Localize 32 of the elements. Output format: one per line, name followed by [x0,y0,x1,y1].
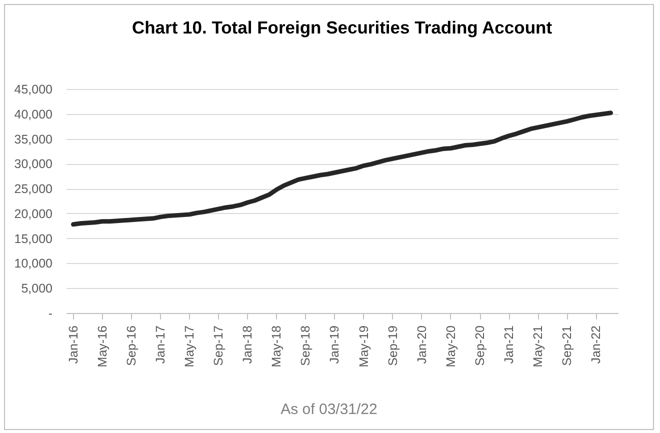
x-tick-label: Jan-21 [502,325,516,364]
x-tick-label: Jan-22 [589,325,604,364]
x-tick-label: May-19 [356,325,371,368]
y-tick-label: 40,000 [14,107,53,122]
y-tick-label: 30,000 [14,157,53,172]
y-tick-label: 45,000 [14,82,53,96]
x-tick-label: Jan-20 [414,325,429,364]
x-tick-label: Sep-20 [473,325,487,366]
y-tick-label: 25,000 [14,182,53,196]
chart-title: Chart 10. Total Foreign Securities Trading Account [132,18,552,38]
y-tick-label: 35,000 [14,132,53,146]
x-tick-label: Sep-19 [386,325,400,366]
y-tick-label: 20,000 [14,206,53,221]
x-tick-label: Sep-17 [212,325,226,366]
y-tick-label: 5,000 [21,282,53,296]
y-tick-label: 15,000 [14,232,53,246]
x-tick-label: Jan-17 [153,325,168,364]
x-tick-label: Sep-18 [298,325,313,366]
x-tick-label: May-16 [95,325,110,368]
y-tick-label: 10,000 [14,256,53,271]
x-tick-label: Jan-19 [328,325,342,364]
x-tick-label: May-21 [531,325,546,368]
text: As of 03/31/22 [280,401,378,418]
line-series [71,110,613,227]
x-tick-label: May-17 [182,325,196,368]
y-tick-label: - [48,306,52,320]
x-tick-label: May-20 [444,325,458,368]
x-tick-label: May-18 [270,325,284,368]
x-tick-label: Sep-21 [560,325,574,366]
x-tick-label: Sep-16 [124,325,138,366]
x-tick-label: Jan-18 [240,325,255,364]
x-tick-label: Jan-16 [66,325,80,364]
